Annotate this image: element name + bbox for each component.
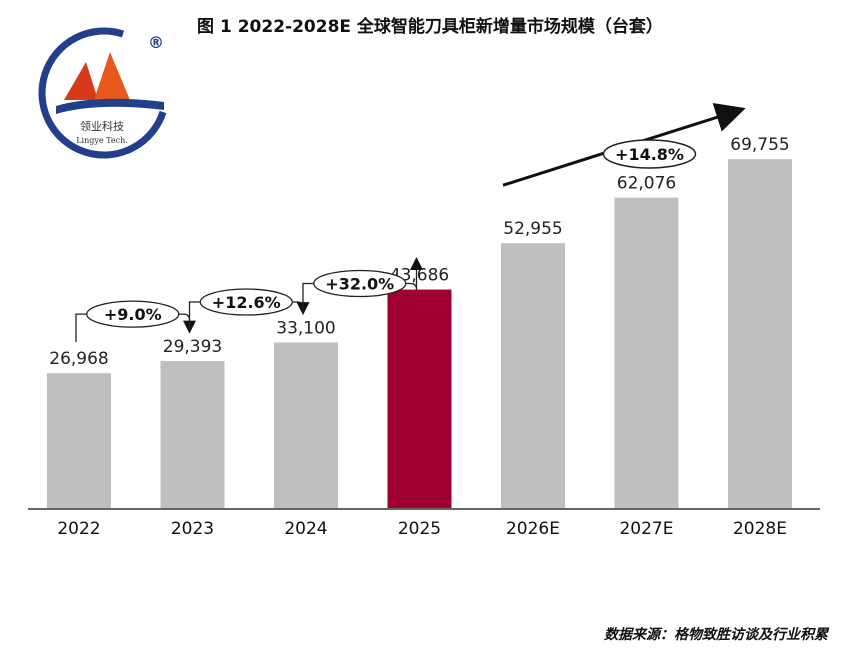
bar-2026E (501, 243, 565, 508)
value-label-2028E: 69,755 (730, 135, 789, 155)
value-label-2024: 33,100 (276, 319, 335, 339)
growth-connector (302, 256, 423, 312)
company-logo: 领业科技 Lingye Tech. ® (38, 27, 167, 159)
growth-ellipse (199, 288, 293, 316)
growth-label: +32.0% (325, 275, 394, 294)
bar-2024 (274, 342, 338, 508)
x-tick-2023: 2023 (171, 519, 214, 539)
x-tick-2027E: 2027E (619, 519, 673, 539)
value-label-2027E: 62,076 (617, 174, 676, 194)
growth-ellipse (602, 139, 697, 169)
bar-2022 (47, 373, 111, 508)
growth-label: +14.8% (615, 145, 684, 164)
growth-label: +9.0% (104, 305, 162, 324)
growth-ellipse (86, 300, 180, 328)
bar-2027E (614, 197, 679, 508)
growth-ellipse (313, 269, 407, 298)
value-label-2023: 29,393 (163, 337, 222, 357)
x-tick-2022: 2022 (57, 519, 100, 539)
x-tick-2028E: 2028E (733, 519, 787, 539)
x-tick-2025: 2025 (398, 519, 441, 539)
logo-swoosh (38, 27, 167, 159)
growth-label: +12.6% (212, 293, 281, 312)
bar-2028E (728, 159, 792, 508)
logo-sail-left (64, 62, 98, 100)
bar-2023 (160, 361, 225, 508)
registered-mark: ® (148, 33, 164, 52)
data-source-note: 数据来源：格物致胜访谈及行业积累 (604, 627, 828, 643)
logo-sail-right (94, 52, 130, 100)
logo-wave (56, 98, 164, 114)
bar-2025 (387, 289, 452, 508)
x-tick-2026E: 2026E (506, 519, 560, 539)
logo-name-cn: 领业科技 (80, 119, 124, 133)
chart-title: 图 1 2022-2028E 全球智能刀具柜新增量市场规模（台套） (197, 17, 663, 37)
value-label-2022: 26,968 (49, 349, 108, 369)
x-tick-2024: 2024 (284, 519, 327, 539)
value-label-2026E: 52,955 (503, 219, 562, 239)
logo-name-en: Lingye Tech. (76, 136, 128, 145)
